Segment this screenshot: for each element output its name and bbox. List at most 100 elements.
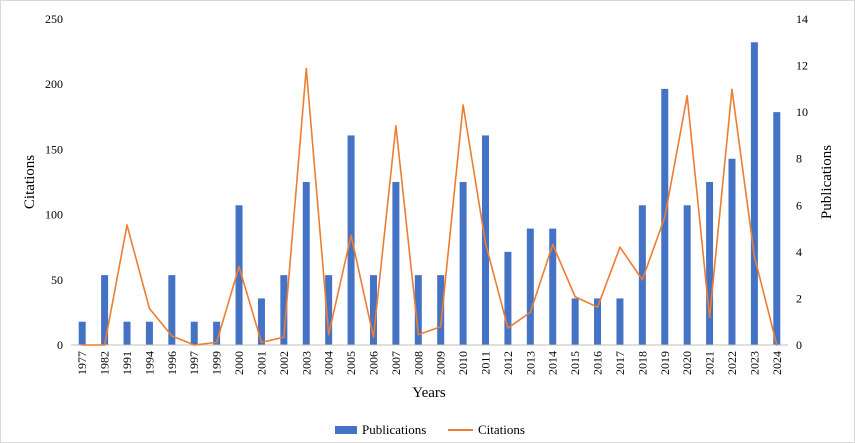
point-citations-2004 xyxy=(327,333,330,336)
point-citations-2011 xyxy=(484,242,487,245)
bar-publications-2015 xyxy=(571,298,579,345)
x-tick-label: 2014 xyxy=(546,351,560,375)
point-citations-1994 xyxy=(148,307,151,310)
point-citations-2017 xyxy=(619,246,621,248)
bar-publications-1996 xyxy=(168,275,176,345)
bar-publications-1994 xyxy=(145,321,153,345)
x-tick-label: 2020 xyxy=(680,351,694,375)
x-tick-label: 2011 xyxy=(479,351,493,375)
y-axis-title: Citations xyxy=(22,155,38,209)
x-tick-label: 1997 xyxy=(187,351,201,375)
y2-tick-label: 2 xyxy=(796,291,802,305)
point-citations-1977 xyxy=(81,344,83,346)
legend: Publications Citations xyxy=(335,422,525,437)
y-tick-label: 200 xyxy=(45,77,63,91)
bar-publications-2009 xyxy=(437,275,445,345)
x-tick-label: 2022 xyxy=(725,351,739,375)
bars-layer xyxy=(78,42,781,346)
point-citations-1982 xyxy=(103,344,106,346)
point-citations-2021 xyxy=(708,316,711,319)
point-citations-2008 xyxy=(417,333,420,336)
point-citations-1997 xyxy=(193,344,196,346)
x-tick-label: 2019 xyxy=(658,351,672,375)
x-tick-label: 1977 xyxy=(75,351,89,375)
bar-publications-2014 xyxy=(549,228,557,345)
bar-publications-2022 xyxy=(728,158,736,345)
bar-publications-2010 xyxy=(459,182,467,345)
point-citations-2013 xyxy=(529,311,532,314)
bar-publications-2001 xyxy=(257,298,265,345)
point-citations-2006 xyxy=(372,336,375,338)
x-tick-label: 2021 xyxy=(703,351,717,375)
legend-publications-swatch xyxy=(335,426,357,434)
x-tick-label: 2017 xyxy=(613,351,627,375)
point-citations-2023 xyxy=(753,255,756,258)
bar-publications-1997 xyxy=(190,321,198,345)
x-tick-label: 1994 xyxy=(142,351,156,375)
bar-publications-2005 xyxy=(347,135,355,345)
x-tick-label: 1999 xyxy=(210,351,224,375)
x-tick-label: 2024 xyxy=(770,351,784,375)
point-citations-2024 xyxy=(776,344,778,346)
x-tick-label: 2001 xyxy=(254,351,268,375)
point-citations-1996 xyxy=(171,335,173,337)
y-tick-label: 0 xyxy=(57,338,63,352)
y2-tick-labels: 0 2 4 6 8 10 12 14 xyxy=(796,12,808,352)
y-tick-label: 50 xyxy=(51,273,63,287)
x-tick-label: 2002 xyxy=(277,351,291,375)
bar-publications-1991 xyxy=(123,321,131,345)
point-citations-2007 xyxy=(395,125,397,127)
bar-publications-2007 xyxy=(392,182,400,345)
y-tick-label: 250 xyxy=(45,12,63,26)
y2-tick-label: 4 xyxy=(796,245,802,259)
point-citations-2018 xyxy=(641,279,644,281)
y2-tick-label: 6 xyxy=(796,198,802,212)
x-tick-label: 2008 xyxy=(411,351,425,375)
bar-publications-2004 xyxy=(325,275,333,345)
x-tick-label: 2018 xyxy=(635,351,649,375)
legend-citations-label: Citations xyxy=(478,422,525,437)
bar-publications-2018 xyxy=(638,205,646,345)
point-citations-2020 xyxy=(686,95,688,97)
x-tick-label: 2004 xyxy=(322,351,336,375)
x-tick-label: 2023 xyxy=(747,351,761,375)
x-tick-label: 2009 xyxy=(434,351,448,375)
x-tick-label: 2000 xyxy=(232,351,246,375)
point-citations-2000 xyxy=(238,265,240,268)
bar-publications-2012 xyxy=(504,251,512,345)
x-tick-label: 2016 xyxy=(591,351,605,375)
point-citations-1991 xyxy=(126,224,128,226)
bar-publications-2024 xyxy=(773,112,781,345)
line-citations xyxy=(82,67,778,346)
y2-tick-label: 14 xyxy=(796,12,808,26)
x-tick-label: 2007 xyxy=(389,351,403,375)
bar-publications-2017 xyxy=(616,298,624,345)
point-citations-2010 xyxy=(462,104,464,106)
bar-publications-2000 xyxy=(235,205,243,345)
y-tick-label: 100 xyxy=(45,208,63,222)
point-citations-2014 xyxy=(551,243,554,246)
bar-publications-2023 xyxy=(750,42,758,345)
bar-publications-2020 xyxy=(683,205,691,345)
point-citations-2016 xyxy=(596,306,599,308)
point-citations-2005 xyxy=(350,234,352,237)
y-tick-label: 150 xyxy=(45,142,63,156)
bar-publications-2003 xyxy=(302,182,310,345)
point-citations-2015 xyxy=(574,295,576,298)
x-tick-label: 2012 xyxy=(501,351,515,375)
bar-publications-2021 xyxy=(706,182,714,345)
bar-publications-2013 xyxy=(526,228,534,345)
x-tick-label: 1996 xyxy=(165,351,179,375)
x-tick-label: 2010 xyxy=(456,351,470,375)
line-layer xyxy=(81,67,778,346)
bar-publications-1999 xyxy=(213,321,221,345)
x-tick-labels: 1977 1982 1991 1994 1996 1997 1999 2000 2001 2002… xyxy=(75,351,784,375)
point-citations-2009 xyxy=(439,325,442,328)
y2-axis-title: Publications xyxy=(819,145,835,219)
x-tick-label: 2013 xyxy=(523,351,537,375)
bar-publications-2008 xyxy=(414,275,422,345)
y2-tick-label: 0 xyxy=(796,338,802,352)
x-tick-label: 2005 xyxy=(344,351,358,375)
